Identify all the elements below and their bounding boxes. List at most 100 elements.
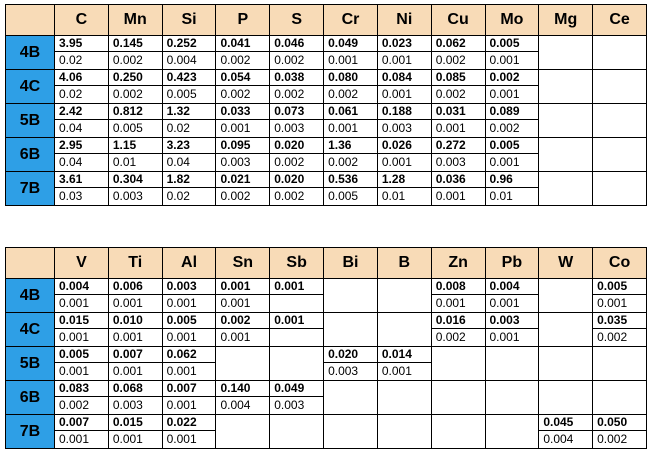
table-cell xyxy=(592,137,647,172)
cell-value: 0.005 xyxy=(485,36,539,52)
table-cell: 0.252 0.004 xyxy=(161,35,217,70)
cell-uncertainty: 0.001 xyxy=(328,121,359,135)
cell-value: 0.006 xyxy=(108,279,162,295)
table-cell xyxy=(538,137,594,172)
cell-value: 0.020 xyxy=(324,347,377,363)
cell-uncertainty: 0.005 xyxy=(166,87,197,101)
table-cell: 0.036 0.001 xyxy=(430,171,486,206)
table-cell xyxy=(323,278,378,313)
cell-uncertainty: 0.002 xyxy=(435,53,466,67)
cell-value: 0.089 xyxy=(485,104,539,120)
row-header-4b: 4B xyxy=(5,278,55,313)
cell-value: 0.003 xyxy=(485,313,539,329)
cell-uncertainty: 0.001 xyxy=(381,155,412,169)
cell-uncertainty: 0.002 xyxy=(59,398,90,412)
cell-uncertainty xyxy=(270,329,323,346)
cell-uncertainty: 0.001 xyxy=(381,87,412,101)
cell-uncertainty: 0.001 xyxy=(489,296,520,310)
table-cell: 0.022 0.001 xyxy=(161,414,217,449)
table-cell: 0.095 0.003 xyxy=(215,137,271,172)
cell-uncertainty: 0.002 xyxy=(274,87,305,101)
row-header-4b: 4B xyxy=(5,35,55,70)
cell-value: 0.015 xyxy=(108,415,162,431)
cell-value: 1.15 xyxy=(108,138,162,154)
cell-uncertainty: 0.002 xyxy=(435,330,466,344)
table-row: 4B 0.004 0.001 0.006 0.001 0.003 0.001 0.001 0.0… xyxy=(5,278,647,313)
cell-uncertainty: 0.003 xyxy=(381,121,412,135)
table-cell: 1.15 0.01 xyxy=(107,137,163,172)
cell-value: 0.085 xyxy=(431,70,485,86)
cell-value: 0.050 xyxy=(593,415,646,431)
table-cell: 0.031 0.001 xyxy=(430,103,486,138)
cell-uncertainty: 0.004 xyxy=(543,432,574,446)
cell-value: 3.23 xyxy=(162,138,216,154)
cell-value: 0.140 xyxy=(216,381,270,397)
table-row: 4C 0.015 0.001 0.010 0.001 0.005 0.001 0.002 0.0… xyxy=(5,312,647,347)
table-cell: 0.041 0.002 xyxy=(215,35,271,70)
cell-value: 0.083 xyxy=(55,381,108,397)
cell-uncertainty: 0.001 xyxy=(381,53,412,67)
cell-uncertainty: 0.02 xyxy=(166,121,190,135)
cell-value: 0.035 xyxy=(593,313,646,329)
column-header-pb: Pb xyxy=(484,247,540,279)
cell-uncertainty: 0.003 xyxy=(328,364,359,378)
table-cell: 0.073 0.003 xyxy=(269,103,325,138)
column-header-sn: Sn xyxy=(215,247,271,279)
table-cell: 0.062 0.001 xyxy=(161,346,217,381)
cell-uncertainty: 0.001 xyxy=(220,330,251,344)
cell-uncertainty: 0.001 xyxy=(597,296,628,310)
cell-value: 2.95 xyxy=(55,138,108,154)
cell-value: 3.95 xyxy=(55,36,108,52)
cell-value: 1.36 xyxy=(324,138,377,154)
cell-uncertainty: 0.001 xyxy=(435,121,466,135)
table-cell xyxy=(538,171,594,206)
cell-value: 0.145 xyxy=(108,36,162,52)
table-cell: 0.008 0.001 xyxy=(430,278,486,313)
column-header-c: C xyxy=(54,4,109,36)
cell-uncertainty: 0.01 xyxy=(489,189,513,203)
table-cell: 0.068 0.003 xyxy=(107,380,163,415)
cell-uncertainty: 0.003 xyxy=(274,398,305,412)
table-cell xyxy=(538,35,594,70)
table-cell: 1.32 0.02 xyxy=(161,103,217,138)
cell-uncertainty: 0.005 xyxy=(328,189,359,203)
column-header-zn: Zn xyxy=(430,247,486,279)
cell-value: 0.045 xyxy=(539,415,593,431)
table-cell: 0.005 0.001 xyxy=(592,278,647,313)
row-header-6b: 6B xyxy=(5,380,55,415)
table-cell xyxy=(269,346,325,381)
table-cell: 4.06 0.02 xyxy=(54,69,109,104)
cell-uncertainty: 0.002 xyxy=(274,155,305,169)
cell-value: 0.033 xyxy=(216,104,270,120)
table-cell xyxy=(592,35,647,70)
cell-value: 3.61 xyxy=(55,172,108,188)
cell-value: 0.002 xyxy=(485,70,539,86)
row-header-5b: 5B xyxy=(5,346,55,381)
column-header-bi: Bi xyxy=(323,247,378,279)
row-header-4c: 4C xyxy=(5,312,55,347)
column-header-p: P xyxy=(215,4,271,36)
table-cell: 0.001 xyxy=(269,278,325,313)
table-cell: 0.033 0.001 xyxy=(215,103,271,138)
table-cell: 0.061 0.001 xyxy=(323,103,378,138)
cell-value: 0.020 xyxy=(270,138,324,154)
column-header-ti: Ti xyxy=(107,247,163,279)
table-cell: 0.004 0.001 xyxy=(54,278,109,313)
column-header-sb: Sb xyxy=(269,247,325,279)
cell-value: 0.005 xyxy=(55,347,108,363)
table-row: 4C 4.06 0.02 0.250 0.002 0.423 0.005 0.054 0.002… xyxy=(5,69,647,104)
table-cell: 0.054 0.002 xyxy=(215,69,271,104)
cell-value: 0.003 xyxy=(162,279,216,295)
table-cell: 0.007 0.001 xyxy=(107,346,163,381)
cell-uncertainty: 0.004 xyxy=(166,53,197,67)
row-header-4c: 4C xyxy=(5,69,55,104)
column-header-ce: Ce xyxy=(592,4,647,36)
cell-uncertainty: 0.001 xyxy=(112,432,143,446)
table-cell: 0.035 0.002 xyxy=(592,312,647,347)
table-row: 4B 3.95 0.02 0.145 0.002 0.252 0.004 0.041 0.002… xyxy=(5,35,647,70)
column-header-mn: Mn xyxy=(107,4,163,36)
column-header-cr: Cr xyxy=(323,4,378,36)
table-row: 7B 3.61 0.03 0.304 0.003 1.82 0.02 0.021 0.002 0.… xyxy=(5,171,647,206)
cell-value: 0.002 xyxy=(216,313,270,329)
cell-value: 0.041 xyxy=(216,36,270,52)
